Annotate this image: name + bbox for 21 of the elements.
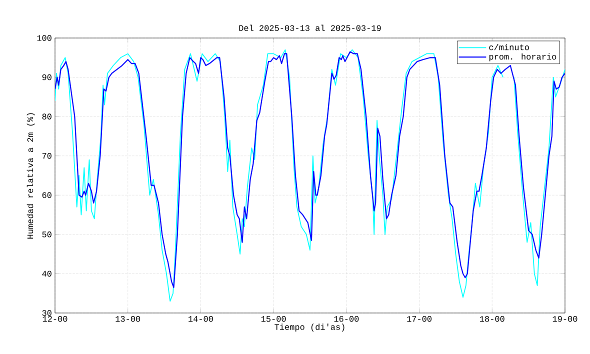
- x-tick-label: 19-00: [552, 316, 578, 322]
- y-tick-label: 40: [42, 270, 52, 277]
- x-axis-title: Tiempo (di'as): [274, 324, 344, 332]
- x-tick-label: 17-00: [407, 316, 432, 322]
- legend-label: c/minuto: [489, 44, 529, 50]
- chart-title: Del 2025-03-13 al 2025-03-19: [239, 24, 381, 31]
- y-axis-title: Humedad relativa a 2m (%): [26, 113, 35, 239]
- y-tick-label: 90: [42, 74, 52, 80]
- legend-label: prom. horario: [489, 53, 556, 62]
- y-tick-label: 50: [42, 232, 52, 238]
- x-tick-label: 18-00: [480, 316, 504, 322]
- x-tick-label: 12-00: [42, 316, 68, 322]
- y-tick-label: 100: [37, 35, 52, 41]
- x-tick-label: 16-00: [334, 316, 359, 322]
- y-tick-label: 30: [42, 310, 52, 316]
- x-tick-label: 13-00: [116, 316, 140, 322]
- x-tick-label: 14-00: [188, 316, 213, 322]
- y-tick-label: 60: [42, 192, 52, 198]
- x-tick-label: 15-00: [261, 316, 286, 322]
- y-tick-label: 80: [42, 114, 52, 120]
- y-tick-label: 70: [42, 152, 52, 159]
